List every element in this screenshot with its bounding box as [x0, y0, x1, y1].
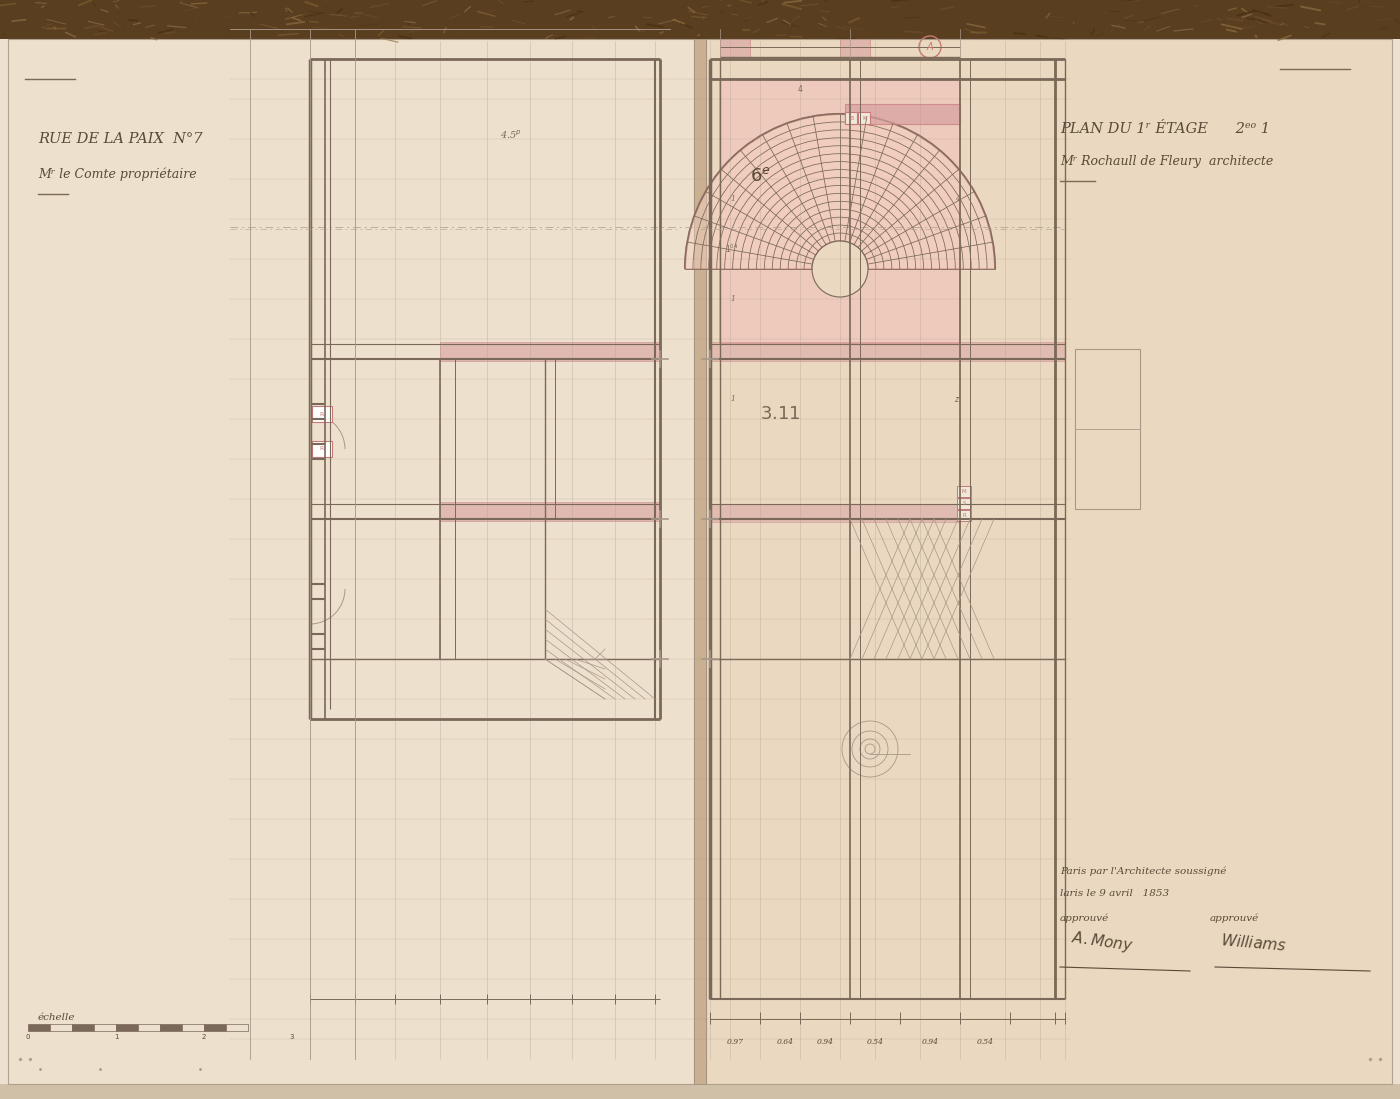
Text: RUE DE LA PAIX  N°7: RUE DE LA PAIX N°7 [38, 132, 203, 146]
Polygon shape [720, 38, 750, 57]
Polygon shape [71, 1024, 94, 1031]
Text: $\mathit{3.11}$: $\mathit{3.11}$ [760, 406, 801, 423]
Polygon shape [720, 79, 960, 344]
Polygon shape [1075, 349, 1140, 509]
Text: Paris par l'Architecte soussigné: Paris par l'Architecte soussigné [1060, 866, 1226, 876]
Text: S: S [962, 501, 966, 506]
Text: 0.97: 0.97 [727, 1037, 743, 1046]
Text: approuvé: approuvé [1210, 913, 1259, 923]
Polygon shape [958, 486, 972, 497]
Text: $6^e$: $6^e$ [749, 167, 770, 185]
Text: R: R [319, 446, 325, 452]
Polygon shape [846, 104, 960, 124]
Text: $\mathit{4}$: $\mathit{4}$ [797, 84, 804, 95]
Text: B: B [848, 115, 853, 121]
Polygon shape [706, 38, 1392, 1084]
Polygon shape [139, 1024, 160, 1031]
Polygon shape [8, 38, 694, 1084]
Text: 3: 3 [290, 1034, 294, 1040]
Wedge shape [685, 114, 995, 269]
Text: M: M [962, 489, 966, 493]
Polygon shape [850, 342, 960, 360]
Polygon shape [958, 498, 972, 509]
Polygon shape [312, 406, 332, 422]
Text: Mʳ Rochaull de Fleury  architecte: Mʳ Rochaull de Fleury architecte [1060, 155, 1273, 167]
Polygon shape [960, 342, 1065, 360]
Text: 1: 1 [729, 195, 735, 203]
Text: R: R [319, 411, 325, 417]
Polygon shape [440, 342, 659, 360]
Polygon shape [0, 1084, 1400, 1099]
Text: 4: 4 [955, 195, 960, 203]
Text: 1: 1 [113, 1034, 118, 1040]
Polygon shape [50, 1024, 71, 1031]
Text: R: R [962, 513, 966, 518]
Text: 2: 2 [202, 1034, 206, 1040]
Text: $\mathit{Williams}$: $\mathit{Williams}$ [1219, 932, 1287, 954]
Text: 4.5$^p$: 4.5$^p$ [500, 129, 522, 141]
Circle shape [812, 241, 868, 297]
Polygon shape [204, 1024, 225, 1031]
Polygon shape [846, 112, 857, 124]
Text: approuvé: approuvé [1060, 913, 1109, 923]
Text: Mʳ le Comte propriétaire: Mʳ le Comte propriétaire [38, 167, 196, 180]
Text: 0.64: 0.64 [777, 1037, 794, 1046]
Polygon shape [710, 342, 850, 360]
Text: $\mathit{z}$: $\mathit{z}$ [953, 395, 960, 403]
Polygon shape [160, 1024, 182, 1031]
Text: $\mathit{1^{04}}$: $\mathit{1^{04}}$ [725, 243, 738, 255]
Polygon shape [28, 1024, 50, 1031]
Polygon shape [440, 502, 659, 521]
Text: 0.94: 0.94 [816, 1037, 833, 1046]
Text: 0.94: 0.94 [921, 1037, 938, 1046]
Polygon shape [858, 112, 869, 124]
Polygon shape [840, 38, 869, 57]
Text: 0.54: 0.54 [867, 1037, 883, 1046]
Polygon shape [225, 1024, 248, 1031]
Polygon shape [710, 504, 850, 522]
Text: 1: 1 [729, 295, 735, 303]
Polygon shape [116, 1024, 139, 1031]
Text: 0.54: 0.54 [977, 1037, 994, 1046]
Text: A: A [927, 42, 934, 52]
Text: laris le 9 avril   1853: laris le 9 avril 1853 [1060, 889, 1169, 898]
Polygon shape [182, 1024, 204, 1031]
Polygon shape [958, 510, 972, 521]
Polygon shape [94, 1024, 116, 1031]
Text: 1: 1 [729, 395, 735, 403]
Polygon shape [312, 441, 332, 457]
Text: 0: 0 [25, 1034, 31, 1040]
Text: PLAN DU 1ʳ ÉTAGE      2ᵉᵒ 1: PLAN DU 1ʳ ÉTAGE 2ᵉᵒ 1 [1060, 122, 1270, 136]
Polygon shape [850, 504, 960, 522]
Text: échelle: échelle [38, 1012, 76, 1021]
Polygon shape [0, 0, 1400, 38]
Text: K: K [862, 115, 867, 121]
Polygon shape [694, 38, 706, 1084]
Text: $\mathit{A.Mony}$: $\mathit{A.Mony}$ [1070, 929, 1134, 956]
